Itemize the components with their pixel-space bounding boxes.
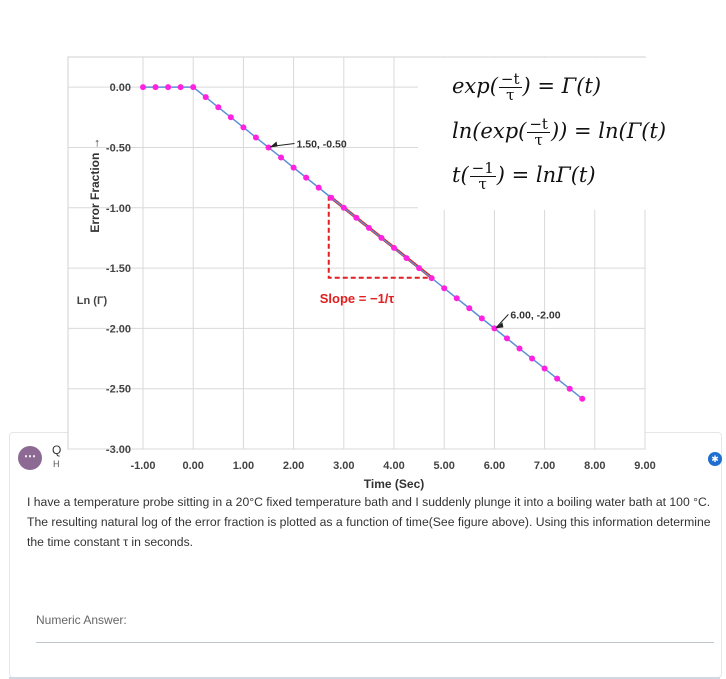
data-point — [416, 265, 423, 272]
y-tick-label: -0.50 — [106, 142, 131, 154]
equation-line-2: ln(exp(−t τ)) = ln(Γ(t) — [452, 115, 667, 149]
x-tick-label: 2.00 — [283, 460, 304, 472]
data-point — [503, 335, 510, 342]
slope-label: Slope = −1/τ — [320, 291, 395, 306]
data-point — [252, 134, 259, 141]
x-tick-label: 5.00 — [433, 460, 454, 472]
card-bottom-border — [9, 677, 720, 679]
x-tick-label: 7.00 — [534, 460, 555, 472]
data-point — [378, 234, 385, 241]
annotation-label: 6.00, -2.00 — [510, 309, 560, 321]
question-text: I have a temperature probe sitting in a … — [27, 495, 711, 549]
y-tick-label: -3.00 — [106, 444, 131, 456]
data-point — [403, 255, 410, 262]
data-point — [265, 144, 272, 151]
data-point — [290, 164, 297, 171]
annotation-label: 1.50, -0.50 — [297, 138, 347, 150]
data-point — [315, 184, 322, 191]
hint-prefix: H — [53, 459, 60, 469]
annotation-arrowhead — [269, 141, 278, 148]
data-point — [566, 385, 573, 392]
y-tick-label: -1.00 — [106, 203, 131, 215]
data-point — [516, 345, 523, 352]
data-point — [466, 305, 473, 312]
help-icon[interactable]: ✱ — [708, 452, 722, 466]
x-tick-label: -1.00 — [130, 460, 155, 472]
data-point — [365, 224, 372, 231]
data-point — [165, 84, 172, 91]
annotation-arrow — [496, 314, 509, 328]
data-point — [278, 154, 285, 161]
y-axis-label-secondary: Ln (Γ) — [77, 295, 108, 307]
x-tick-label: 8.00 — [584, 460, 605, 472]
data-point — [328, 194, 335, 201]
data-point — [240, 124, 247, 131]
slope-triangle — [327, 195, 432, 279]
equation-box — [418, 58, 718, 210]
x-tick-label: 9.00 — [634, 460, 655, 472]
data-point — [353, 214, 360, 221]
data-point — [340, 204, 347, 211]
y-tick-label: -2.00 — [106, 323, 131, 335]
data-point — [529, 355, 536, 362]
y-tick-label: 0.00 — [110, 82, 131, 94]
data-point — [190, 84, 197, 91]
data-point — [541, 365, 548, 372]
data-point — [453, 295, 460, 302]
data-point — [579, 395, 586, 402]
data-point — [554, 375, 561, 382]
data-point — [140, 84, 146, 91]
chat-avatar-icon[interactable]: ⋯ — [18, 446, 42, 470]
data-point — [227, 114, 234, 121]
y-axis-label: Error Fraction → — [88, 137, 102, 232]
data-point — [152, 84, 159, 91]
data-point — [303, 174, 310, 181]
data-point — [491, 325, 498, 332]
data-point — [177, 84, 184, 91]
y-tick-label: -2.50 — [106, 384, 131, 396]
question-prefix: Q — [52, 443, 62, 457]
annotation-arrowhead — [495, 322, 504, 329]
numeric-answer-input[interactable] — [36, 622, 714, 643]
data-point — [202, 94, 209, 101]
x-axis-label: Time (Sec) — [364, 477, 424, 491]
x-tick-label: 6.00 — [484, 460, 505, 472]
x-tick-label: 3.00 — [333, 460, 354, 472]
data-point — [428, 275, 435, 282]
data-point — [441, 285, 448, 292]
x-tick-label: 1.00 — [233, 460, 254, 472]
data-point — [478, 315, 485, 322]
data-point — [391, 244, 397, 251]
x-tick-label: 0.00 — [182, 460, 203, 472]
x-tick-label: 4.00 — [383, 460, 404, 472]
equation-line-1: exp(−t τ) = Γ(t) — [452, 70, 602, 104]
equation-line-3: t(−1 τ) = lnΓ(t) — [452, 159, 596, 193]
data-point — [215, 104, 222, 111]
y-tick-label: -1.50 — [106, 263, 131, 275]
